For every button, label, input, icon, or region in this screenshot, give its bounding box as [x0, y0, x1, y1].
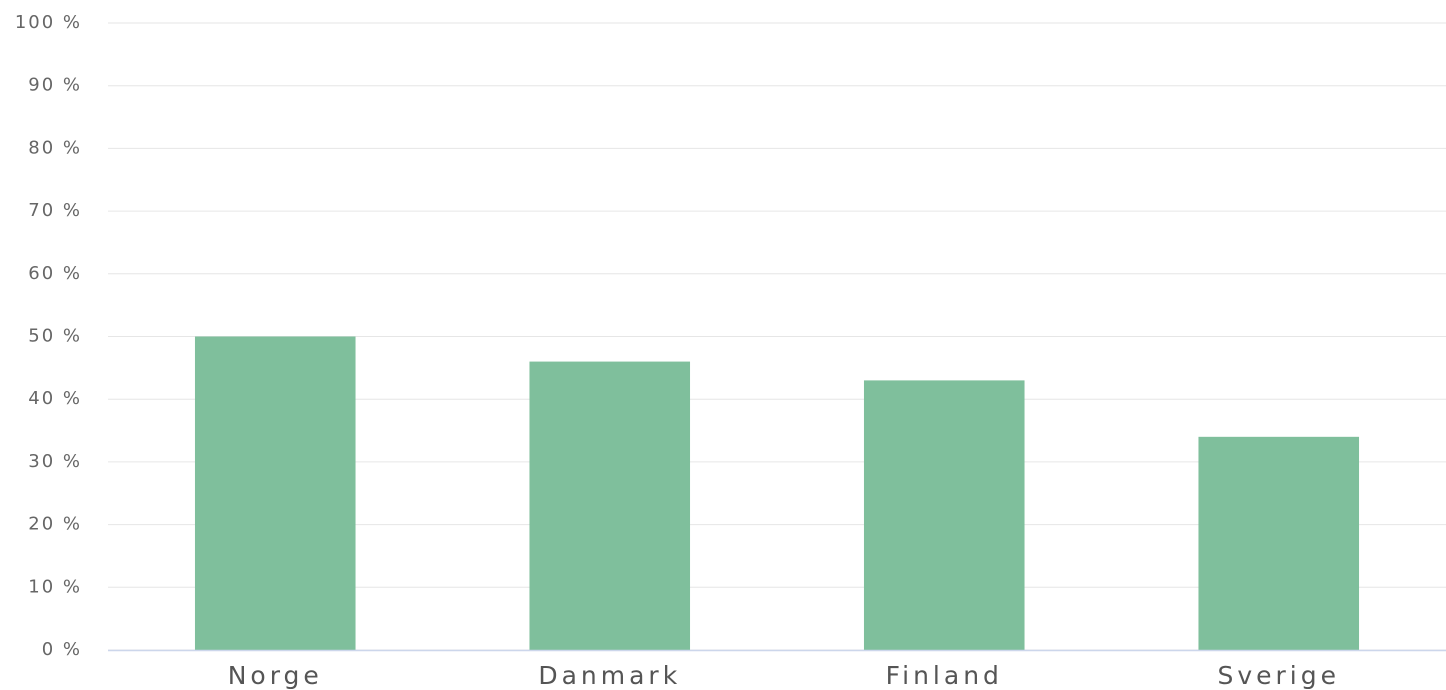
y-tick-label: 90 %	[28, 75, 82, 96]
y-tick-label: 60 %	[28, 263, 82, 284]
y-tick-label: 80 %	[28, 137, 82, 158]
x-tick-label: Norge	[228, 661, 323, 690]
x-tick-label: Danmark	[538, 661, 681, 690]
bar	[1198, 436, 1360, 650]
x-tick-label: Sverige	[1217, 661, 1340, 690]
y-tick-label: 10 %	[28, 576, 82, 597]
y-tick-label: 0 %	[42, 639, 82, 660]
y-tick-label: 100 %	[15, 12, 82, 33]
y-tick-label: 30 %	[28, 451, 82, 472]
y-tick-label: 20 %	[28, 514, 82, 535]
bar	[529, 361, 691, 650]
x-tick-label: Finland	[886, 661, 1003, 690]
y-tick-label: 70 %	[28, 200, 82, 221]
y-tick-label: 50 %	[28, 326, 82, 347]
bar	[194, 336, 356, 650]
y-tick-label: 40 %	[28, 388, 82, 409]
bar	[863, 380, 1025, 650]
